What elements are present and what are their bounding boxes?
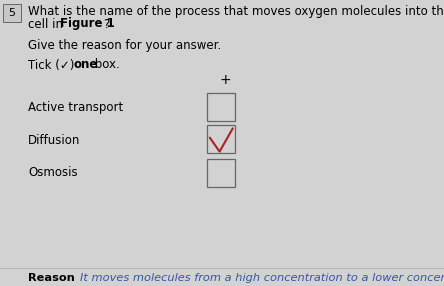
Text: What is the name of the process that moves oxygen molecules into the: What is the name of the process that mov… [28,5,444,19]
Bar [207,125,235,153]
Text: Give the reason for your answer.: Give the reason for your answer. [28,39,221,53]
Text: 5: 5 [8,8,16,18]
Text: box.: box. [91,59,120,72]
Text: Tick (✓): Tick (✓) [28,59,78,72]
Bar [207,159,235,187]
Text: cell in: cell in [28,17,67,31]
Text: ?: ? [103,17,109,31]
Bar [207,93,235,121]
Text: one: one [73,59,97,72]
Text: Osmosis: Osmosis [28,166,78,180]
Bar [3,4,21,22]
Text: Reason: Reason [28,273,75,283]
Text: Figure 1: Figure 1 [60,17,115,31]
Text: It moves molecules from a high concentration to a lower concentr: It moves molecules from a high concentra… [80,273,444,283]
Text: +: + [219,73,231,87]
Text: Active transport: Active transport [28,100,123,114]
Text: Diffusion: Diffusion [28,134,80,146]
